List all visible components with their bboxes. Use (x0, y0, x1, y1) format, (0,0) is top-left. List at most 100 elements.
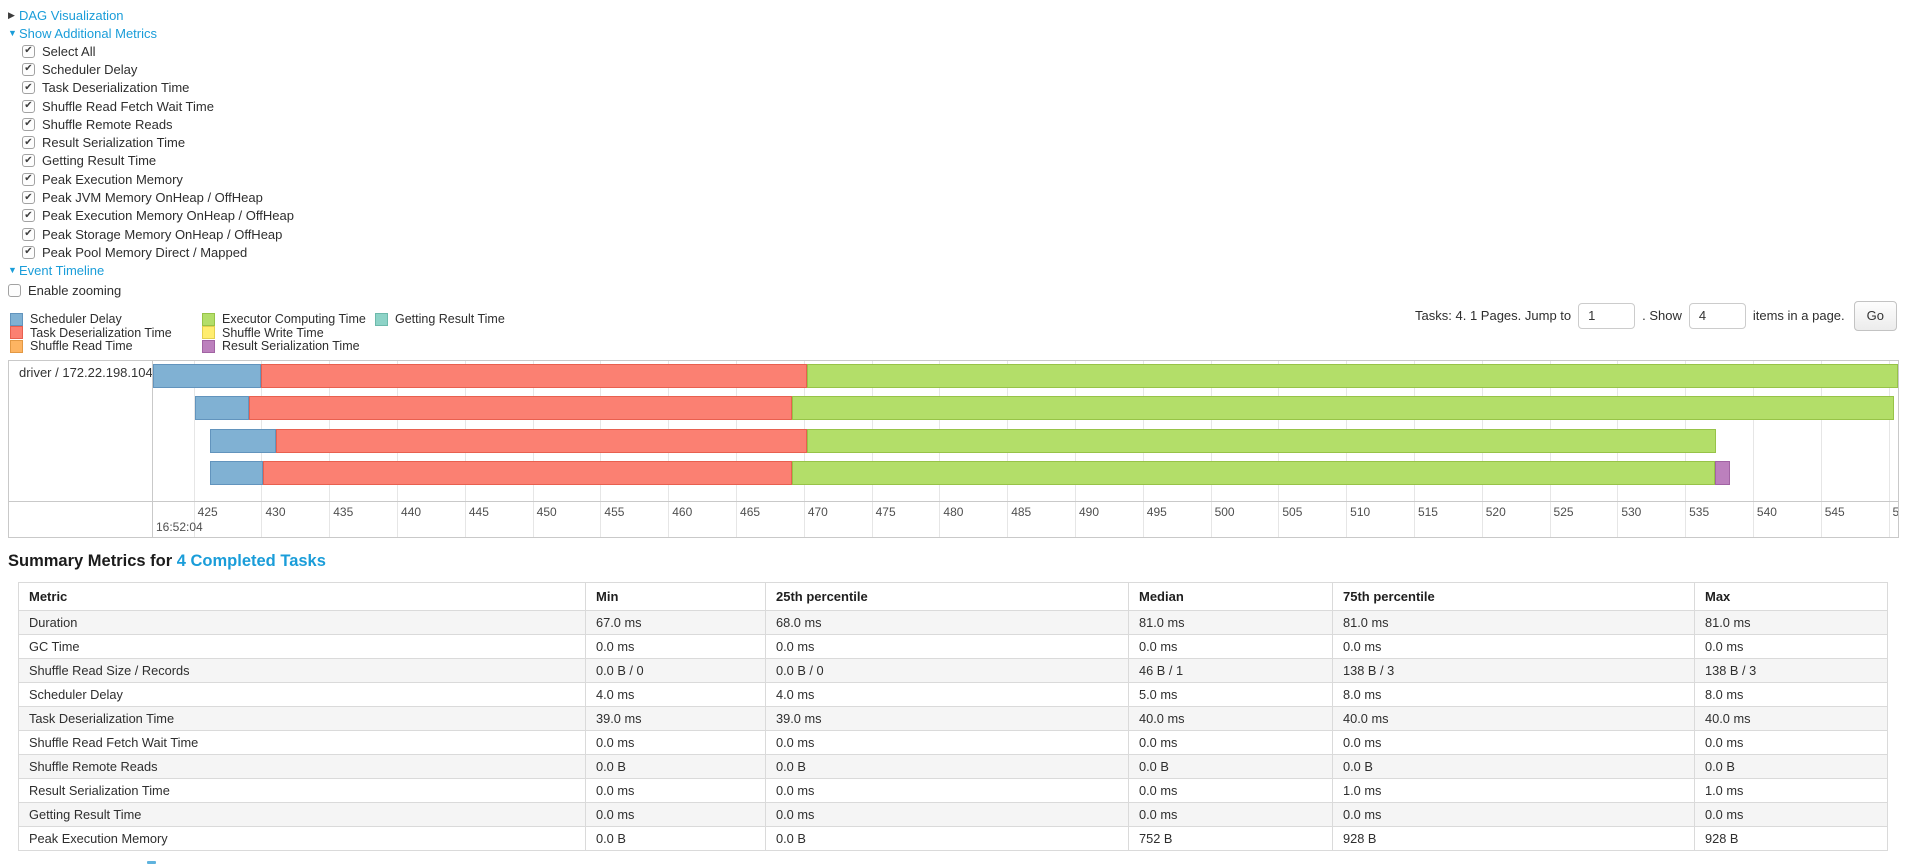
event-timeline-chart: driver / 172.22.198.104 425 430 435 440 445 4… (8, 359, 1899, 538)
checkbox-peak-jvm-memory-onheap-offheap[interactable] (22, 191, 35, 205)
checkbox-result-serialization-time[interactable] (22, 136, 35, 150)
checkbox-peak-execution-memory[interactable] (22, 172, 35, 186)
gridline (1346, 501, 1348, 537)
gridline (1888, 360, 1890, 501)
metric-value-cell: 0.0 ms (765, 777, 1129, 803)
checkbox-select-all[interactable] (22, 44, 35, 58)
metric-value-cell: 81.0 ms (1128, 609, 1333, 635)
page-size-input[interactable] (1688, 302, 1746, 329)
enable-zooming-label: Enable zooming (28, 282, 122, 298)
dag-visualization-link[interactable]: DAG Visualization (19, 7, 124, 23)
checkbox-label: Peak JVM Memory OnHeap / OffHeap (42, 190, 263, 206)
table-row-shuffle-read-size-records: Shuffle Read Size / Records 0.0 B / 0 0.0 … (18, 657, 1888, 683)
checkbox-getting-result-time[interactable] (22, 154, 35, 168)
metric-value-cell: 0.0 B (765, 753, 1129, 779)
task-bar-segment-task-deserialization[interactable] (262, 461, 792, 486)
enable-zooming-checkbox[interactable] (8, 283, 21, 297)
show-additional-metrics-link[interactable]: Show Additional Metrics (19, 25, 158, 41)
dag-visualization-toggle[interactable]: ▶ DAG Visualization (0, 6, 1907, 24)
metric-row-shuffle-remote-reads: Shuffle Remote Reads (22, 115, 1907, 133)
column-header-median: Median (1128, 581, 1333, 611)
gridline (532, 501, 534, 537)
metric-value-cell: 752 B (1128, 825, 1333, 851)
metric-row-shuffle-read-fetch-wait-time: Shuffle Read Fetch Wait Time (22, 97, 1907, 115)
metric-value-cell: 0.0 B / 0 (585, 657, 766, 683)
checkbox-peak-storage-memory-onheap-offheap[interactable] (22, 227, 35, 241)
metric-value-cell: 928 B (1332, 825, 1695, 851)
checkbox-shuffle-read-fetch-wait-time[interactable] (22, 99, 35, 113)
task-bar-segment-scheduler-delay[interactable] (153, 363, 262, 388)
task-bar-segment-scheduler-delay[interactable] (209, 428, 277, 453)
task-bar-segment-task-deserialization[interactable] (249, 396, 792, 421)
event-timeline-toggle[interactable]: ▼ Event Timeline (0, 262, 1907, 280)
metric-value-cell: 0.0 ms (1128, 777, 1333, 803)
checkbox-task-deserialization-time[interactable] (22, 81, 35, 95)
metric-value-cell: 8.0 ms (1694, 681, 1888, 707)
metric-value-cell: 0.0 ms (1694, 633, 1888, 659)
metric-value-cell: 0.0 ms (585, 633, 766, 659)
legend-swatch-icon (10, 326, 23, 340)
task-bar-segment-executor-computing[interactable] (791, 396, 1894, 421)
gridline (329, 501, 331, 537)
go-button[interactable]: Go (1853, 300, 1897, 331)
task-bar-segment-executor-computing[interactable] (806, 428, 1717, 453)
checkbox-peak-pool-memory-direct-mapped[interactable] (22, 245, 35, 259)
gridline (600, 501, 602, 537)
table-row-result-serialization-time: Result Serialization Time 0.0 ms 0.0 ms 0.0… (18, 777, 1888, 803)
metric-value-cell: 0.0 ms (1332, 729, 1695, 755)
task-bar-segment-task-deserialization[interactable] (276, 428, 807, 453)
checkbox-label: Peak Pool Memory Direct / Mapped (42, 244, 248, 260)
gridline (1549, 501, 1551, 537)
checkbox-shuffle-remote-reads[interactable] (22, 117, 35, 131)
axis-tick-label: 495 (1146, 504, 1167, 519)
metric-row-peak-storage-memory-onheap-offheap: Peak Storage Memory OnHeap / OffHeap (22, 225, 1907, 243)
legend-swatch-icon (202, 326, 215, 340)
table-row-scheduler-delay: Scheduler Delay 4.0 ms 4.0 ms 5.0 ms 8.0 ms 8… (18, 681, 1888, 707)
metric-name-cell: Peak Execution Memory (18, 825, 586, 851)
gridline (1617, 501, 1619, 537)
axis-tick-label: 430 (265, 504, 286, 519)
gridline (1413, 501, 1415, 537)
metric-row-task-deserialization-time: Task Deserialization Time (22, 79, 1907, 97)
checkbox-label: Select All (42, 43, 96, 59)
legend-swatch-icon (202, 339, 215, 353)
checkbox-scheduler-delay[interactable] (22, 62, 35, 76)
checkbox-label: Peak Storage Memory OnHeap / OffHeap (42, 226, 283, 242)
column-header-75th-percentile: 75th percentile (1332, 581, 1695, 611)
axis-tick-label: 510 (1350, 504, 1371, 519)
checkbox-peak-execution-memory-onheap-offheap[interactable] (22, 209, 35, 223)
metric-value-cell: 4.0 ms (585, 681, 766, 707)
legend-swatch-icon (10, 339, 23, 353)
timeline-legend: Scheduler Delay Task Deserialization Time… (10, 312, 505, 353)
completed-tasks-link[interactable]: 4 Completed Tasks (176, 551, 326, 570)
pagination-show-text: . Show (1642, 308, 1682, 324)
metric-name-cell: Getting Result Time (18, 801, 586, 827)
gridline (193, 360, 195, 501)
summary-metrics-title: Summary Metrics for 4 Completed Tasks (8, 552, 1907, 572)
task-bar-segment-executor-computing[interactable] (806, 363, 1898, 388)
executor-row-label: driver / 172.22.198.104 (9, 360, 153, 501)
axis-tick-label: 505 (1282, 504, 1303, 519)
task-bar-segment-task-deserialization[interactable] (261, 363, 807, 388)
task-bar-segment-scheduler-delay[interactable] (209, 461, 263, 486)
metric-row-scheduler-delay: Scheduler Delay (22, 60, 1907, 78)
pagination-controls: Tasks: 4. 1 Pages. Jump to . Show items … (1415, 300, 1897, 331)
task-bar-segment-result-serialization[interactable] (1714, 461, 1730, 486)
task-bar-segment-scheduler-delay[interactable] (195, 396, 250, 421)
jump-to-page-input[interactable] (1578, 302, 1636, 329)
event-timeline-link[interactable]: Event Timeline (19, 263, 105, 279)
gridline (1685, 501, 1687, 537)
gridline (1278, 501, 1280, 537)
axis-tick-label: 460 (672, 504, 693, 519)
gridline (1820, 360, 1822, 501)
summary-title-text: Summary Metrics for (8, 551, 177, 570)
checkbox-label: Scheduler Delay (42, 61, 138, 77)
metric-value-cell: 68.0 ms (765, 609, 1129, 635)
axis-major-label: 16:52:04 (156, 519, 203, 534)
show-additional-metrics-toggle[interactable]: ▼ Show Additional Metrics (0, 24, 1907, 42)
metric-value-cell: 0.0 ms (1694, 729, 1888, 755)
table-row-peak-execution-memory: Peak Execution Memory 0.0 B 0.0 B 752 B 928 … (18, 825, 1888, 851)
checkbox-label: Shuffle Read Fetch Wait Time (42, 98, 214, 114)
task-bar-segment-executor-computing[interactable] (791, 461, 1715, 486)
legend-swatch-icon (202, 312, 215, 326)
